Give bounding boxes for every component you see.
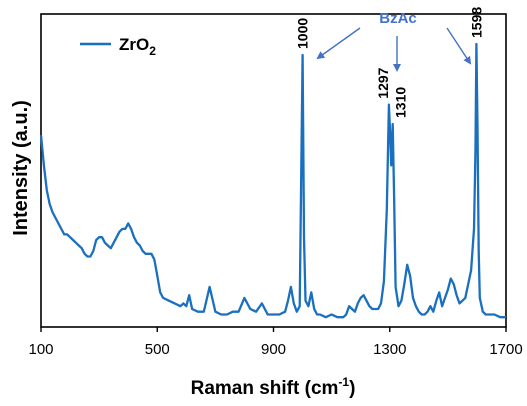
x-tick-label-1300: 1300 [373,341,406,358]
x-ticks: 100 500 900 1300 1700 [28,327,523,358]
legend-label: ZrO2 [119,35,156,58]
peak-label-1297: 1297 [375,67,391,98]
annotation-text: BzAc [379,10,417,27]
annotation-arrow-1598 [446,27,472,65]
peak-label-1598: 1598 [468,7,484,38]
peak-label-1000: 1000 [295,18,311,49]
series-layer [39,42,506,319]
x-tick-label-100: 100 [28,341,53,358]
bzac-annotation: BzAc [316,10,472,72]
y-axis-label: Intensity (a.u.) [10,100,32,236]
x-tick-label-900: 900 [261,341,286,358]
peak-label-1310: 1310 [393,87,409,118]
annotation-arrow-1000 [316,27,361,60]
x-tick-label-1700: 1700 [489,341,522,358]
x-tick-label-500: 500 [145,341,170,358]
x-axis-label: Raman shift (cm-1) [191,375,356,399]
series-line-0 [39,42,506,319]
plot-frame [40,13,507,328]
legend: ZrO2 [80,35,156,58]
